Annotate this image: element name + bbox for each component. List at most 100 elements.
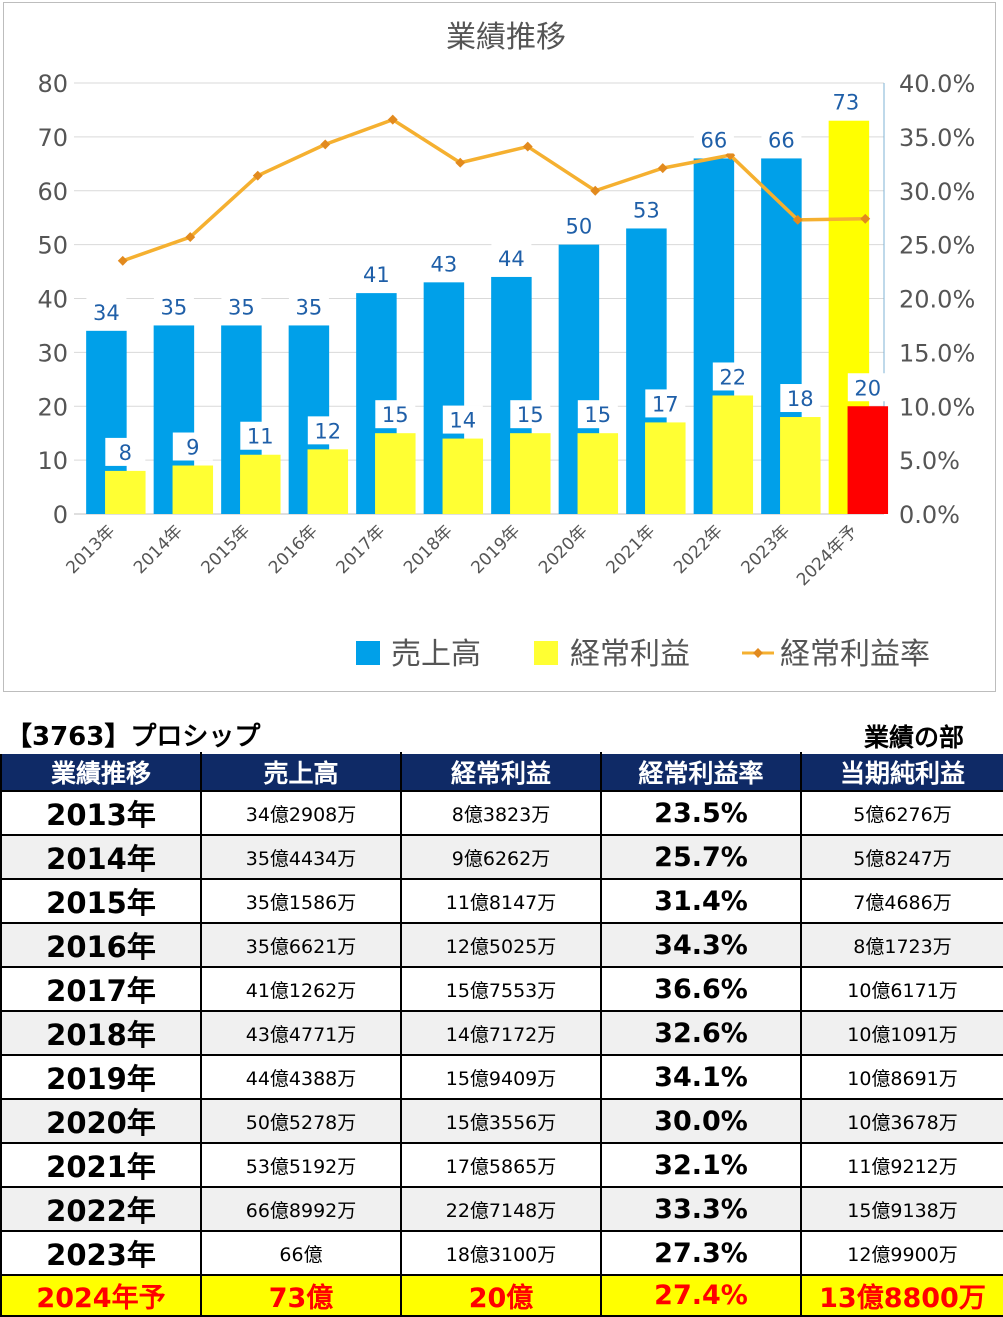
sales-label-bg: [626, 195, 667, 224]
profit-label-bg: [645, 389, 686, 418]
cell-ordinary-profit: 15億3556万: [400, 1098, 602, 1144]
bar-ordinary-profit: [645, 422, 686, 514]
bar-ordinary-profit: [577, 433, 619, 514]
cell-sales: 34億2908万: [200, 790, 402, 836]
y-tick-label: 20: [37, 393, 68, 421]
profit-value-label: 17: [652, 392, 679, 416]
cell-period: 2024年予: [0, 1274, 202, 1317]
rate-point: [185, 232, 196, 243]
sales-value-label: 35: [161, 295, 188, 319]
x-tick-label: 2020年: [535, 521, 592, 578]
y2-tick-label: 15.0%: [899, 339, 975, 367]
profit-label-bg: [712, 362, 753, 391]
rate-point: [792, 214, 803, 225]
cell-ordinary-profit: 12億5025万: [400, 922, 602, 968]
cell-period: 2023年: [0, 1230, 202, 1276]
x-tick-label: 2015年: [198, 521, 255, 578]
header-net-income: 当期純利益: [800, 752, 1003, 792]
section-title: 業績の部: [863, 723, 964, 752]
company-title: 【3763】プロシップ: [6, 722, 261, 752]
y-tick-label: 50: [37, 232, 68, 260]
profit-label-bg: [577, 400, 618, 429]
profit-value-label: 20: [854, 376, 881, 400]
cell-net-income: 15億9138万: [800, 1186, 1003, 1232]
bar-ordinary-profit: [442, 438, 484, 514]
cell-profit-rate: 32.1%: [600, 1142, 802, 1188]
legend-marker-rate: [753, 648, 763, 658]
profit-value-label: 15: [517, 403, 544, 427]
bar-ordinary-profit: [780, 417, 821, 514]
x-tick-label: 2022年: [670, 521, 727, 578]
y-tick-label: 60: [37, 178, 68, 206]
header-profit-rate: 経常利益率: [600, 752, 802, 792]
profit-label-bg: [780, 384, 821, 413]
cell-sales: 73億: [200, 1274, 402, 1317]
table-row: 2013年 34億2908万 8億3823万 23.5% 5億6276万: [0, 790, 1003, 836]
table-row: 2022年 66億8992万 22億7148万 33.3% 15億9138万: [0, 1186, 1003, 1232]
profit-value-label: 8: [119, 441, 132, 465]
y2-tick-label: 30.0%: [899, 178, 975, 206]
header-sales: 売上高: [200, 752, 402, 792]
y-tick-label: 0: [53, 501, 68, 529]
sales-value-label: 66: [701, 128, 728, 152]
profit-label-bg: [105, 437, 146, 466]
cell-ordinary-profit: 18億3100万: [400, 1230, 602, 1276]
legend-swatch-profit: [534, 641, 558, 665]
y-tick-label: 40: [37, 286, 68, 314]
table-row: 2014年 35億4434万 9億6262万 25.7% 5億8247万: [0, 834, 1003, 880]
cell-period: 2022年: [0, 1186, 202, 1232]
cell-profit-rate: 25.7%: [600, 834, 802, 880]
x-tick-label: 2023年: [738, 521, 795, 578]
performance-chart: 業績推移 0 10 20 30 40 50 60 70 80 0.0% 5.0% 10.0% 15.0%…: [37, 20, 975, 672]
sales-label-bg: [423, 249, 464, 278]
cell-net-income: 10億3678万: [800, 1098, 1003, 1144]
rate-point: [252, 170, 263, 181]
cell-period: 2013年: [0, 790, 202, 836]
cell-sales: 44億4388万: [200, 1054, 402, 1100]
profit-label-bg: [307, 416, 348, 445]
cell-profit-rate: 27.3%: [600, 1230, 802, 1276]
sales-label-bg: [288, 292, 329, 321]
cell-sales: 35億4434万: [200, 834, 402, 880]
header-period: 業績推移: [0, 752, 202, 792]
cell-net-income: 10億6171万: [800, 966, 1003, 1012]
bar-ordinary-profit: [712, 395, 754, 514]
cell-profit-rate: 30.0%: [600, 1098, 802, 1144]
profit-label-bg: [240, 421, 281, 450]
table-row: 2015年 35億1586万 11億8147万 31.4% 7億4686万: [0, 878, 1003, 924]
cell-ordinary-profit: 15億7553万: [400, 966, 602, 1012]
rate-point: [320, 139, 331, 150]
x-tick-label: 2024年予: [793, 521, 862, 590]
cell-sales: 50億5278万: [200, 1098, 402, 1144]
sales-value-label: 43: [431, 252, 458, 276]
bar-ordinary-profit: [240, 454, 281, 514]
cell-net-income: 5億6276万: [800, 790, 1003, 836]
x-tick-label: 2016年: [265, 521, 322, 578]
sales-value-label: 73: [833, 91, 860, 115]
cell-period: 2019年: [0, 1054, 202, 1100]
table-row: 2021年 53億5192万 17億5865万 32.1% 11億9212万: [0, 1142, 1003, 1188]
profit-label-bg: [375, 400, 416, 429]
results-table: 業績推移 売上高 経常利益 経常利益率 当期純利益 2013年 34億2908万 8…: [0, 752, 1003, 1317]
profit-label-bg: [847, 373, 888, 402]
profit-value-label: 9: [186, 436, 199, 460]
profit-label-bg: [510, 400, 551, 429]
table-row: 2023年 66億 18億3100万 27.3% 12億9900万: [0, 1230, 1003, 1276]
sales-label-bg: [356, 260, 397, 289]
legend-label-sales: 売上高: [391, 637, 481, 672]
cell-net-income: 10億1091万: [800, 1010, 1003, 1056]
cell-ordinary-profit: 11億8147万: [400, 878, 602, 924]
cell-profit-rate: 33.3%: [600, 1186, 802, 1232]
y-tick-label: 10: [37, 447, 68, 475]
y2-tick-label: 35.0%: [899, 124, 975, 152]
sales-label-bg: [761, 125, 802, 154]
cell-net-income: 11億9212万: [800, 1142, 1003, 1188]
cell-sales: 35億1586万: [200, 878, 402, 924]
table-row: 2017年 41億1262万 15億7553万 36.6% 10億6171万: [0, 966, 1003, 1012]
profit-value-label: 12: [314, 419, 341, 443]
cell-net-income: 13億8800万: [800, 1274, 1003, 1317]
cell-sales: 41億1262万: [200, 966, 402, 1012]
cell-profit-rate: 34.1%: [600, 1054, 802, 1100]
sales-label-bg: [558, 211, 599, 240]
cell-period: 2017年: [0, 966, 202, 1012]
